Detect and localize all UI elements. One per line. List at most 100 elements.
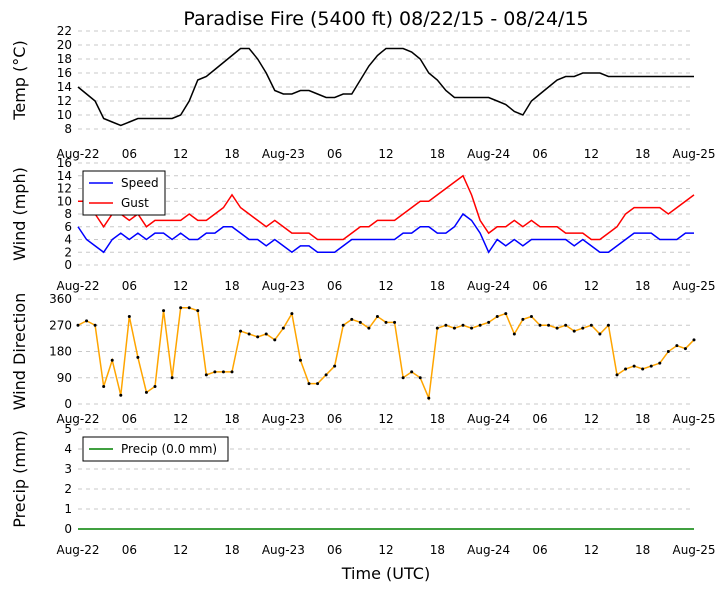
- data-point: [487, 320, 491, 324]
- y-tick-label: 14: [57, 169, 72, 183]
- data-point: [196, 309, 200, 313]
- data-point: [427, 396, 431, 400]
- data-point: [153, 385, 157, 388]
- y-axis-label: Wind Direction: [10, 293, 29, 411]
- data-point: [632, 364, 636, 368]
- data-point: [76, 323, 80, 327]
- legend-label: Gust: [121, 196, 149, 210]
- x-tick-label: 18: [430, 147, 445, 161]
- y-tick-label: 20: [57, 38, 72, 52]
- data-point: [281, 326, 285, 330]
- data-point: [367, 326, 371, 330]
- x-tick-label: 06: [327, 543, 342, 557]
- data-point: [683, 347, 687, 351]
- data-point: [624, 367, 628, 371]
- x-tick-label: Aug-22: [56, 543, 99, 557]
- x-tick-label: 18: [224, 147, 239, 161]
- data-point: [341, 323, 345, 327]
- data-point: [504, 312, 508, 316]
- data-point: [204, 373, 208, 377]
- y-axis-label: Wind (mph): [10, 167, 29, 261]
- x-tick-label: Aug-24: [467, 147, 510, 161]
- y-tick-label: 270: [49, 318, 72, 332]
- y-tick-label: 8: [64, 207, 72, 221]
- x-tick-label: 18: [224, 279, 239, 293]
- y-tick-label: 2: [64, 482, 72, 496]
- data-point: [350, 317, 354, 321]
- x-tick-label: 18: [224, 543, 239, 557]
- data-point: [572, 329, 576, 333]
- x-tick-label: 06: [122, 147, 137, 161]
- data-point: [102, 385, 106, 388]
- x-tick-label: 06: [532, 543, 547, 557]
- data-point: [110, 358, 114, 362]
- data-point: [692, 338, 696, 342]
- x-tick-label: 18: [224, 412, 239, 426]
- data-point: [85, 319, 89, 323]
- x-tick-label: Aug-22: [56, 279, 99, 293]
- data-point: [666, 350, 670, 353]
- data-point: [170, 376, 174, 380]
- legend: Speed Gust: [82, 170, 166, 216]
- data-point: [521, 317, 525, 321]
- data-point: [127, 315, 131, 318]
- direction-panel: 0 90 180 270 360 Aug-22 06 12 18 Aug-23 06 12 18 Aug-…: [10, 292, 716, 426]
- y-tick-label: 0: [64, 258, 72, 272]
- data-point: [401, 376, 405, 380]
- x-tick-label: 12: [378, 412, 393, 426]
- y-tick-label: 5: [64, 422, 72, 436]
- y-tick-label: 16: [57, 66, 72, 80]
- data-point: [230, 370, 234, 374]
- data-point: [179, 306, 183, 310]
- legend: Precip (0.0 mm): [82, 436, 229, 462]
- legend-box: [82, 170, 166, 216]
- x-tick-label: Aug-24: [467, 279, 510, 293]
- y-tick-label: 180: [49, 345, 72, 359]
- y-axis-label: Temp (°C): [10, 40, 29, 120]
- x-tick-label: Aug-24: [467, 543, 510, 557]
- data-point: [358, 320, 362, 324]
- x-tick-label: Aug-22: [56, 147, 99, 161]
- x-tick-label: 18: [635, 543, 650, 557]
- data-point: [247, 332, 251, 336]
- data-point: [589, 323, 593, 327]
- data-point: [529, 315, 533, 318]
- x-tick-label: 12: [378, 543, 393, 557]
- x-tick-label: 12: [173, 279, 188, 293]
- data-point: [606, 323, 610, 327]
- data-point: [144, 390, 148, 394]
- x-tick-label: 18: [635, 279, 650, 293]
- data-point: [615, 373, 619, 377]
- data-point: [213, 370, 217, 374]
- y-tick-label: 12: [57, 182, 72, 196]
- data-point: [410, 370, 414, 374]
- x-tick-label: 12: [584, 147, 599, 161]
- x-tick-label: Aug-25: [672, 147, 715, 161]
- legend-label: Precip (0.0 mm): [121, 442, 217, 456]
- x-tick-label: 06: [532, 412, 547, 426]
- x-tick-label: 12: [173, 543, 188, 557]
- data-point: [435, 326, 439, 330]
- data-point: [675, 344, 679, 348]
- data-point: [290, 312, 294, 316]
- x-tick-label: 12: [584, 279, 599, 293]
- y-tick-label: 4: [64, 442, 72, 456]
- y-tick-label: 2: [64, 245, 72, 259]
- y-tick-label: 6: [64, 220, 72, 234]
- y-tick-label: 12: [57, 94, 72, 108]
- series-line-temp: [77, 47, 694, 127]
- data-point: [393, 320, 397, 324]
- y-tick-label: 90: [57, 371, 72, 385]
- y-tick-label: 0: [64, 397, 72, 411]
- data-point: [375, 315, 379, 318]
- y-tick-label: 18: [57, 52, 72, 66]
- y-tick-label: 10: [57, 194, 72, 208]
- x-tick-label: 06: [327, 279, 342, 293]
- data-point: [93, 323, 97, 327]
- x-tick-label: 12: [173, 147, 188, 161]
- y-tick-label: 4: [64, 233, 72, 247]
